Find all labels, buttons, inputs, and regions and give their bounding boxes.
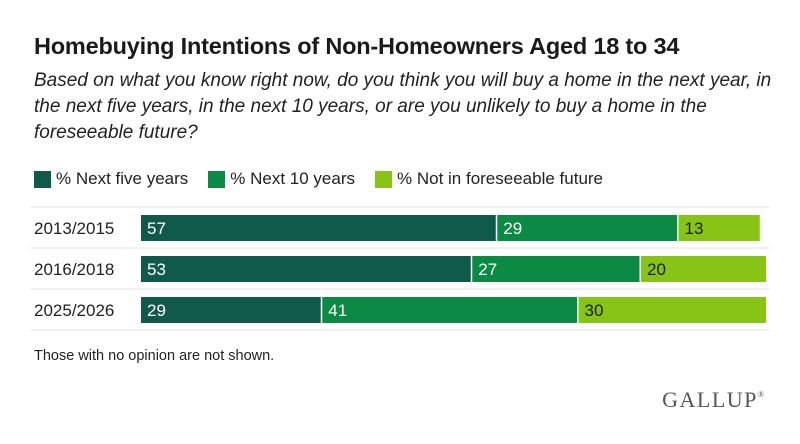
registered-mark: ® (757, 390, 764, 399)
bar-next-five-years (141, 297, 321, 323)
data-label: 41 (328, 301, 347, 320)
chart-title: Homebuying Intentions of Non-Homeowners … (34, 33, 680, 59)
data-label: 13 (685, 219, 704, 238)
bar-next-five-years (141, 215, 496, 241)
gallup-logo: GALLUP® (662, 387, 764, 413)
legend-item-next-five-years: % Next five years (34, 169, 188, 189)
bar-next-10-years (472, 256, 640, 282)
legend-label-next-five-years: % Next five years (56, 169, 189, 188)
data-label: 20 (647, 260, 666, 279)
bar-next-10-years (322, 297, 577, 323)
data-label: 30 (585, 301, 604, 320)
legend-label-not-in-foreseeable-future: % Not in foreseeable future (397, 169, 604, 188)
bar-not-in-foreseeable-future (578, 297, 766, 323)
gallup-logo-text: GALLUP (662, 387, 758, 412)
legend-label-next-10-years: % Next 10 years (230, 169, 355, 188)
category-label: 2016/2018 (34, 260, 114, 279)
bar-next-10-years (497, 215, 677, 241)
legend-item-next-10-years: % Next 10 years (208, 169, 355, 189)
footnote: Those with no opinion are not shown. (34, 348, 275, 364)
bar-not-in-foreseeable-future (678, 215, 760, 241)
data-label: 53 (147, 260, 166, 279)
category-label: 2025/2026 (34, 301, 114, 320)
bar-next-five-years (141, 256, 471, 282)
legend-swatch-not-in-foreseeable-future (375, 170, 392, 188)
category-label: 2013/2015 (34, 219, 114, 238)
chart-subtitle: Based on what you know right now, do you… (34, 70, 772, 143)
data-label: 57 (147, 219, 166, 238)
legend-swatch-next-10-years (208, 170, 226, 188)
legend-swatch-next-five-years (34, 170, 51, 188)
bar-not-in-foreseeable-future (641, 256, 766, 282)
data-label: 29 (147, 301, 166, 320)
legend-item-not-in-foreseeable-future: % Not in foreseeable future (375, 169, 603, 189)
legend: % Next five years % Next 10 years % Not … (34, 169, 623, 189)
data-label: 29 (503, 219, 522, 238)
data-label: 27 (478, 260, 497, 279)
